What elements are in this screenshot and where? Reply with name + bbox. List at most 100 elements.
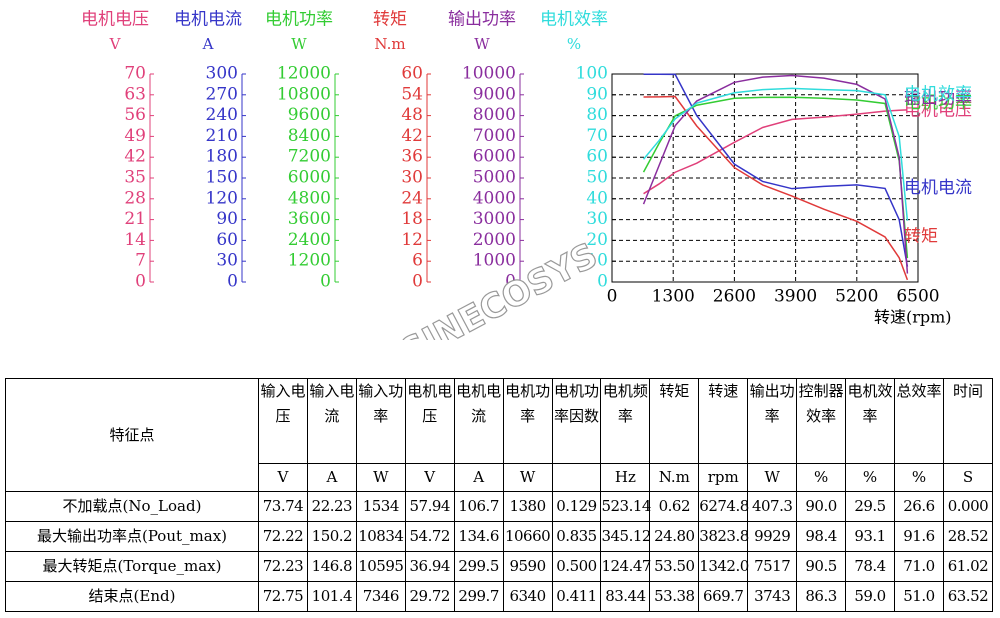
cell: 6274.8 <box>698 491 749 522</box>
y-tick-label: 8400 <box>288 126 331 146</box>
cell: 345.12 <box>600 521 651 552</box>
cell: 71.0 <box>893 551 944 582</box>
table-row: 结束点(End) 72.75 101.4 7346 29.72 299.7 6340 0.41… <box>5 581 994 612</box>
x-tick-label: 1300 <box>652 287 695 307</box>
column-unit: A <box>453 463 504 492</box>
y-tick-label: 42 <box>401 126 423 146</box>
column-header: 电机频率 <box>600 378 651 464</box>
column-unit: % <box>845 463 895 492</box>
cell: 299.7 <box>453 581 504 612</box>
column-unit: N.m <box>649 463 700 492</box>
axis-unit: % <box>567 35 581 53</box>
y-tick-label: 10 <box>586 251 608 271</box>
x-tick-label: 2600 <box>713 287 756 307</box>
y-tick-label: 70 <box>586 126 608 146</box>
y-tick-label: 56 <box>124 105 146 125</box>
y-tick-label: 30 <box>586 209 608 229</box>
y-tick-label: 60 <box>216 230 238 250</box>
cell: 106.7 <box>453 491 504 522</box>
y-tick-label: 6000 <box>473 147 516 167</box>
y-tick-label: 3000 <box>473 209 516 229</box>
axis-unit: A <box>202 35 214 53</box>
x-tick-label: 6500 <box>896 287 939 307</box>
table-row: 最大输出功率点(Pout_max) 72.22 150.2 10834 54.72 134… <box>5 521 994 552</box>
column-header: 电机电压 <box>404 378 455 464</box>
cell: 63.52 <box>942 581 994 612</box>
cell: 3823.8 <box>698 521 749 552</box>
y-tick-label: 4000 <box>473 188 516 208</box>
y-tick-label: 1200 <box>288 251 331 271</box>
y-tick-label: 5000 <box>473 168 516 188</box>
cell: 101.4 <box>306 581 357 612</box>
cell: 150.2 <box>306 521 357 552</box>
axis-unit: N.m <box>374 35 405 53</box>
column-unit: W <box>502 463 553 492</box>
column-unit: S <box>942 463 994 492</box>
row-label: 结束点(End) <box>5 581 259 612</box>
y-tick-label: 28 <box>124 188 146 208</box>
column-header: 电机效率 <box>845 378 895 464</box>
cell: 29.5 <box>845 491 895 522</box>
column-header: 转速 <box>698 378 749 464</box>
cell: 1534 <box>355 491 406 522</box>
cell: 7346 <box>355 581 406 612</box>
cell: 61.02 <box>942 551 994 582</box>
column-unit: W <box>747 463 798 492</box>
column-header: 控制器效率 <box>796 378 847 464</box>
cell: 1380 <box>502 491 553 522</box>
cell: 53.38 <box>649 581 700 612</box>
y-tick-label: 0 <box>135 272 146 292</box>
series-label: 电机功率 <box>904 93 972 113</box>
series-label: 转矩 <box>904 226 938 246</box>
axis-unit: W <box>291 35 307 53</box>
cell: 90.5 <box>796 551 847 582</box>
column-header: 时间 <box>942 378 994 464</box>
y-tick-label: 9000 <box>473 84 516 104</box>
axis-name: 电机电流 <box>174 10 242 30</box>
cell: 57.94 <box>404 491 455 522</box>
cell: 54.72 <box>404 521 455 552</box>
y-tick-label: 90 <box>586 84 608 104</box>
y-tick-label: 150 <box>206 168 238 188</box>
series-line <box>642 96 909 259</box>
cell: 93.1 <box>845 521 895 552</box>
series-line <box>643 109 908 195</box>
y-tick-label: 180 <box>206 147 238 167</box>
axis-name: 转矩 <box>373 10 407 30</box>
y-tick-label: 10000 <box>462 64 516 84</box>
column-header: 转矩 <box>649 378 700 464</box>
x-tick-label: 3900 <box>774 287 817 307</box>
y-tick-label: 0 <box>597 272 608 292</box>
y-tick-label: 7 <box>135 251 146 271</box>
column-header: 总效率 <box>893 378 944 464</box>
y-tick-label: 0 <box>412 272 423 292</box>
cell: 24.80 <box>649 521 700 552</box>
cell: 90.0 <box>796 491 847 522</box>
column-header: 电机功率因数 <box>551 378 602 464</box>
y-tick-label: 1000 <box>473 251 516 271</box>
column-header: 电机电流 <box>453 378 504 464</box>
y-tick-label: 40 <box>586 188 608 208</box>
cell: 22.23 <box>306 491 357 522</box>
data-table: 特征点 输入电压 输入电流 输入功率 电机电压 电机电流 电机功率 电机功率因数 电机频率 转矩转… <box>5 378 994 612</box>
row-label: 最大转矩点(Torque_max) <box>5 551 259 582</box>
cell: 299.5 <box>453 551 504 582</box>
cell: 78.4 <box>845 551 895 582</box>
cell: 0.62 <box>649 491 700 522</box>
series-line <box>643 73 909 267</box>
y-tick-label: 2000 <box>473 230 516 250</box>
y-tick-label: 30 <box>401 168 423 188</box>
series-line <box>642 87 909 221</box>
y-tick-label: 20 <box>586 230 608 250</box>
x-tick-label: 0 <box>607 287 618 307</box>
y-tick-label: 0 <box>505 272 516 292</box>
y-tick-label: 80 <box>586 105 608 125</box>
y-tick-label: 4800 <box>288 188 331 208</box>
y-tick-label: 63 <box>124 84 146 104</box>
y-tick-label: 42 <box>124 147 146 167</box>
row-label: 最大输出功率点(Pout_max) <box>5 521 259 552</box>
y-tick-label: 60 <box>401 64 423 84</box>
cell: 407.3 <box>747 491 798 522</box>
y-tick-label: 60 <box>586 147 608 167</box>
